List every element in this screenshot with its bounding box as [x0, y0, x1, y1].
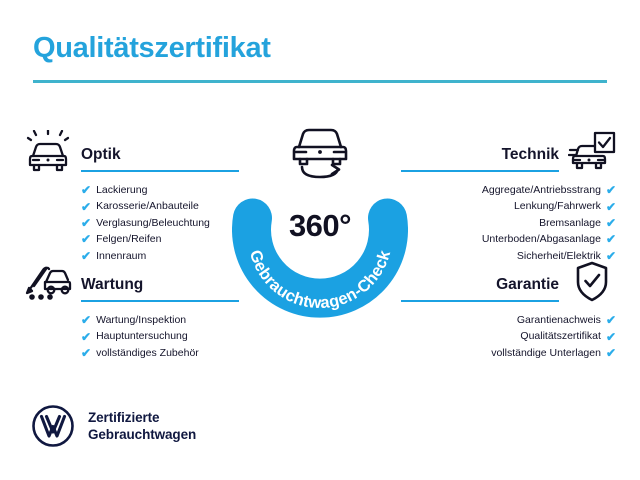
list-item-label: Aggregate/Antriebsstrang — [481, 184, 601, 196]
car-checkbox-icon — [568, 130, 616, 174]
list-item-label: Bremsanlage — [539, 216, 601, 229]
section-title-garantie: Garantie — [496, 276, 559, 293]
title-divider — [33, 80, 607, 83]
shield-check-icon — [568, 260, 616, 304]
section-title-optik: Optik — [81, 146, 121, 163]
check-icon: ✔ — [81, 232, 92, 247]
list-item-label: Innenraum — [96, 249, 147, 262]
list-item: Lenkung/Fahrwerk ✔ — [401, 198, 616, 214]
list-item: ✔ Wartung/Inspektion — [24, 312, 239, 328]
list-item-label: Karosserie/Anbauteile — [96, 200, 199, 213]
check-icon: ✔ — [81, 183, 92, 198]
section-optik: Optik ✔ Lackierung ✔ Karosserie/Anbauteile… — [24, 130, 239, 264]
list-item: ✔ Innenraum — [24, 248, 239, 264]
list-item-label: Lackierung — [96, 184, 148, 196]
section-technik: Technik Aggregate/Antriebsstrang ✔ Lenkun… — [401, 130, 616, 264]
section-divider-optik — [81, 170, 239, 172]
page-title: Qualitätszertifikat — [33, 32, 271, 64]
list-item: Garantienachweis ✔ — [401, 312, 616, 328]
vw-logo-text: Zertifizierte Gebrauchtwagen — [88, 409, 196, 443]
vw-logo-line1: Zertifizierte — [88, 410, 160, 425]
section-title-technik: Technik — [501, 146, 559, 163]
vw-logo — [31, 404, 75, 448]
check-list-optik: ✔ Lackierung ✔ Karosserie/Anbauteile ✔ Verg… — [24, 182, 239, 264]
check-icon: ✔ — [605, 248, 616, 263]
check-icon: ✔ — [605, 183, 616, 198]
360-badge: Gebrauchtwagen-Check — [232, 148, 408, 324]
car-rotate-icon — [282, 122, 358, 184]
check-icon: ✔ — [81, 248, 92, 263]
section-wartung: Wartung ✔ Wartung/Inspektion ✔ Hauptunters… — [24, 260, 239, 361]
car-shine-icon — [24, 130, 72, 174]
check-icon: ✔ — [605, 329, 616, 344]
section-garantie: Garantie Garantienachweis ✔ Qualitätszert… — [401, 260, 616, 361]
section-divider-technik — [401, 170, 559, 172]
list-item: ✔ vollständiges Zubehör — [24, 345, 239, 361]
list-item: Bremsanlage ✔ — [401, 215, 616, 231]
list-item-label: Wartung/Inspektion — [96, 314, 187, 326]
check-icon: ✔ — [81, 313, 92, 328]
check-icon: ✔ — [605, 216, 616, 231]
section-header-wartung: Wartung — [24, 260, 239, 306]
list-item-label: Verglasung/Beleuchtung — [96, 216, 210, 229]
check-icon: ✔ — [605, 232, 616, 247]
list-item: Aggregate/Antriebsstrang ✔ — [401, 182, 616, 198]
vw-logo-line2: Gebrauchtwagen — [88, 427, 197, 442]
list-item-label: Felgen/Reifen — [96, 233, 162, 246]
check-icon: ✔ — [605, 199, 616, 214]
check-icon: ✔ — [605, 346, 616, 361]
check-icon: ✔ — [81, 346, 92, 361]
list-item: ✔ Felgen/Reifen — [24, 231, 239, 247]
list-item-label: vollständige Unterlagen — [491, 346, 601, 359]
list-item-label: Hauptuntersuchung — [96, 330, 188, 343]
check-list-wartung: ✔ Wartung/Inspektion ✔ Hauptuntersuchung ✔… — [24, 312, 239, 361]
list-item-label: Sicherheit/Elektrik — [516, 249, 601, 262]
list-item: ✔ Karosserie/Anbauteile — [24, 198, 239, 214]
list-item: Unterboden/Abgasanlage ✔ — [401, 231, 616, 247]
badge-center-value: 360° — [288, 208, 352, 243]
section-header-garantie: Garantie — [401, 260, 616, 306]
check-icon: ✔ — [81, 216, 92, 231]
check-icon: ✔ — [81, 199, 92, 214]
vw-footer: Zertifizierte Gebrauchtwagen — [31, 404, 196, 448]
check-icon: ✔ — [81, 329, 92, 344]
list-item: ✔ Lackierung — [24, 182, 239, 198]
list-item-label: Garantienachweis — [516, 314, 601, 326]
section-header-technik: Technik — [401, 130, 616, 176]
list-item-label: Qualitätszertifikat — [520, 330, 601, 343]
check-list-technik: Aggregate/Antriebsstrang ✔ Lenkung/Fahrwe… — [401, 182, 616, 264]
list-item-label: Unterboden/Abgasanlage — [481, 233, 601, 246]
list-item: ✔ Hauptuntersuchung — [24, 328, 239, 344]
car-service-tool-icon — [24, 260, 72, 304]
check-list-garantie: Garantienachweis ✔ Qualitätszertifikat ✔ v… — [401, 312, 616, 361]
check-icon: ✔ — [605, 313, 616, 328]
section-divider-garantie — [401, 300, 559, 302]
section-title-wartung: Wartung — [81, 276, 144, 293]
section-header-optik: Optik — [24, 130, 239, 176]
list-item: Qualitätszertifikat ✔ — [401, 328, 616, 344]
list-item: ✔ Verglasung/Beleuchtung — [24, 215, 239, 231]
list-item-label: vollständiges Zubehör — [96, 346, 199, 359]
list-item: Sicherheit/Elektrik ✔ — [401, 248, 616, 264]
section-divider-wartung — [81, 300, 239, 302]
list-item: vollständige Unterlagen ✔ — [401, 345, 616, 361]
list-item-label: Lenkung/Fahrwerk — [513, 200, 601, 213]
